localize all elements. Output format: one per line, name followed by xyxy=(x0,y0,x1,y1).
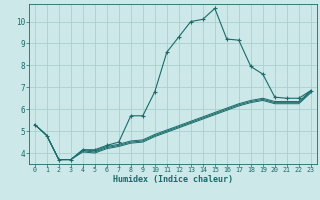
X-axis label: Humidex (Indice chaleur): Humidex (Indice chaleur) xyxy=(113,175,233,184)
